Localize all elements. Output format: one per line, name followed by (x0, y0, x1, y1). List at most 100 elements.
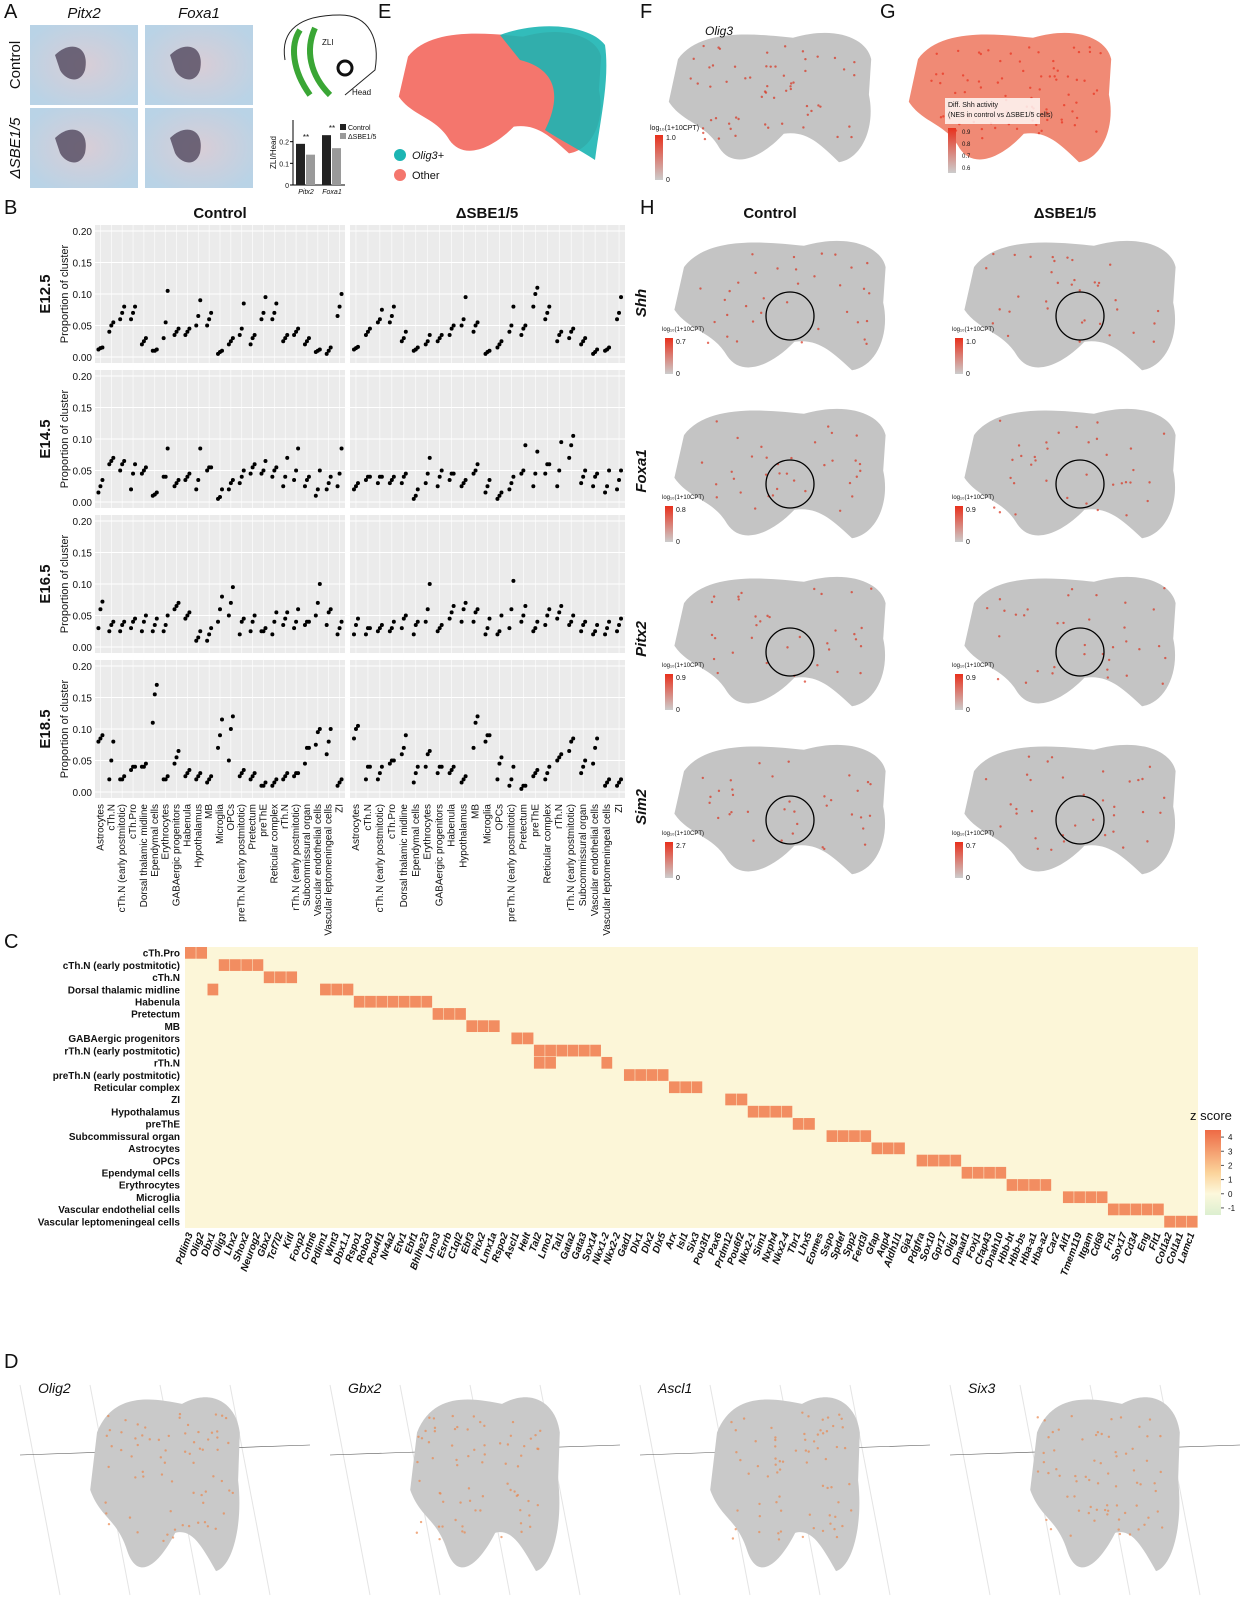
expression-dot (513, 1490, 516, 1493)
x-tick-label: OPCs (226, 804, 237, 831)
expression-dot (206, 1525, 210, 1528)
expression-dot (1022, 614, 1026, 617)
expression-dot (834, 629, 837, 632)
dot (248, 471, 253, 476)
expression-dot (134, 1437, 137, 1440)
dot (401, 616, 406, 621)
dot (205, 468, 210, 473)
scale-min: 0 (966, 875, 970, 882)
expression-dot (1131, 1447, 1134, 1450)
dot (205, 780, 210, 785)
dot (172, 332, 177, 337)
expression-dot (1146, 840, 1149, 843)
row-label: preTh.N (early postmitotic) (53, 1071, 180, 1082)
dot (495, 632, 500, 637)
expression-dot (1046, 307, 1049, 310)
dot (306, 619, 311, 624)
dot (250, 619, 255, 624)
dot (413, 493, 418, 498)
expression-dot (519, 1454, 523, 1457)
expression-dot (427, 1441, 431, 1444)
dot (363, 477, 368, 482)
expression-dot (451, 1414, 454, 1418)
dot (533, 771, 538, 776)
dot (569, 329, 574, 334)
dot (459, 780, 464, 785)
expression-dot (827, 425, 830, 428)
expression-dot (869, 782, 872, 786)
dot (154, 616, 159, 621)
expression-dot (1159, 1434, 1162, 1438)
expression-dot (1162, 796, 1166, 800)
expression-dot (736, 436, 739, 440)
expression-dot (708, 66, 711, 69)
expression-dot (746, 810, 750, 814)
heatmap-cell (759, 1105, 770, 1118)
heatmap-cell (950, 1154, 962, 1167)
expression-dot (1030, 810, 1034, 813)
expression-dot (819, 1429, 822, 1432)
dot (283, 774, 288, 779)
legend-swatch (394, 149, 406, 161)
dot (328, 607, 333, 612)
expression-dot (778, 472, 781, 475)
scale-label: log₁₀(1+10CPT) (662, 327, 704, 333)
dot (583, 619, 588, 624)
dot (559, 604, 564, 609)
expression-dot (783, 808, 786, 811)
x-tick-label: ZI (614, 804, 625, 813)
expression-dot (803, 1438, 807, 1441)
heatmap-cell (320, 983, 331, 996)
color-scale (665, 674, 673, 710)
expression-dot (167, 1434, 170, 1438)
expression-dot (1025, 773, 1029, 776)
y-tick-label: 0.15 (73, 404, 93, 415)
heatmap-cell (533, 1044, 545, 1057)
gene-label: Gbx2 (348, 1380, 382, 1396)
dot (274, 301, 279, 306)
y-tick-label: 0 (285, 183, 289, 190)
dot (531, 484, 536, 489)
scale-max: 2.7 (676, 843, 686, 850)
condition-title: ΔSBE1/5 (1034, 205, 1096, 222)
dot (335, 783, 340, 788)
expression-dot (853, 632, 856, 636)
expression-dot (516, 1465, 520, 1468)
expression-dot (196, 1521, 200, 1524)
heatmap-cell (1119, 1203, 1130, 1216)
color-scale (955, 506, 963, 542)
dot (194, 487, 199, 492)
dot (209, 626, 214, 631)
dot (401, 745, 406, 750)
expression-dot (786, 646, 789, 649)
expression-dot (977, 80, 981, 83)
expression-dot (441, 1500, 445, 1503)
dot (209, 774, 214, 779)
dot (283, 474, 288, 479)
heatmap-cell (410, 995, 421, 1008)
dot (619, 295, 624, 300)
scale-tick-label: 4 (1228, 1133, 1233, 1142)
dot (196, 477, 201, 482)
expression-dot (1113, 805, 1116, 809)
dot (387, 761, 392, 766)
expression-dot (1078, 289, 1081, 292)
dot (328, 727, 333, 731)
expression-dot (825, 1430, 829, 1433)
x-tick-label: Pretectum (248, 804, 259, 850)
dot (292, 332, 297, 337)
dot (595, 622, 600, 627)
expression-dot (224, 1416, 228, 1420)
dot (263, 780, 268, 785)
dot (109, 323, 114, 328)
dot (118, 629, 123, 634)
expression-dot (735, 340, 739, 343)
dot (302, 761, 307, 766)
dot (252, 613, 257, 618)
expression-dot (1147, 1516, 1150, 1519)
expression-dot (220, 1414, 224, 1417)
dot (216, 745, 220, 750)
dot (581, 474, 586, 479)
expression-dot (1017, 444, 1021, 447)
heatmap-cell (927, 1154, 939, 1167)
